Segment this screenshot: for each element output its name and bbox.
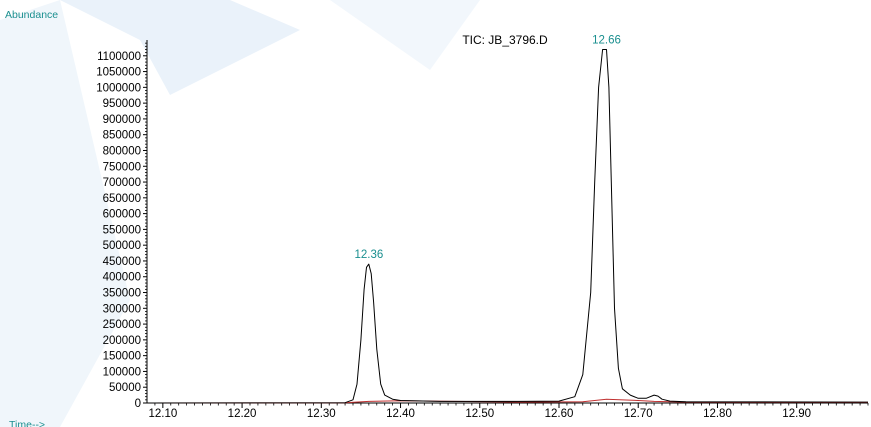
watermark-shape-left	[0, 0, 130, 427]
y-tick-label: 900000	[103, 114, 141, 126]
y-tick-label: 100000	[103, 366, 141, 378]
y-tick-label: 850000	[103, 130, 141, 142]
y-tick-label: 600000	[103, 209, 141, 221]
x-tick-label: 12.70	[624, 408, 653, 420]
y-tick-label: 150000	[103, 351, 141, 363]
y-tick-label: 350000	[103, 288, 141, 300]
y-tick-label: 400000	[103, 272, 141, 284]
y-axis-ticks: 0 50000 100000 150000 200000 250000 300000 3500…	[96, 42, 147, 410]
y-tick-label: 200000	[103, 335, 141, 347]
watermark-shape-right	[330, 0, 480, 70]
x-axis-ticks: 12.10 12.20 12.30 12.40 12.50 12.60 12.70 12.80…	[148, 403, 869, 420]
y-tick-label: 250000	[103, 319, 141, 331]
x-tick-label: 12.50	[465, 408, 494, 420]
tic-series-line	[146, 49, 869, 404]
peak-annotations: 12.36 12.66	[354, 34, 620, 261]
y-tick-label: 550000	[103, 224, 141, 236]
peak-label: 12.36	[354, 249, 383, 261]
x-tick-label: 12.40	[386, 408, 415, 420]
y-tick-label: 950000	[103, 98, 141, 110]
series-group	[146, 49, 869, 404]
y-tick-label: 650000	[103, 193, 141, 205]
y-tick-label: 300000	[103, 303, 141, 315]
y-tick-label: 800000	[103, 145, 141, 157]
x-tick-label: 12.20	[228, 408, 257, 420]
chart-title: TIC: JB_3796.D	[462, 33, 548, 47]
y-tick-label: 500000	[103, 240, 141, 252]
watermark-shape-top	[60, 0, 300, 95]
baseline-series-line	[146, 398, 869, 404]
y-axis-label: Abundance	[5, 9, 58, 21]
y-tick-label: 0	[135, 398, 141, 410]
y-tick-label: 1050000	[96, 67, 141, 79]
x-tick-label: 12.30	[307, 408, 336, 420]
y-tick-label: 700000	[103, 177, 141, 189]
x-tick-label: 12.60	[545, 408, 574, 420]
y-tick-label: 450000	[103, 256, 141, 268]
x-tick-label: 12.90	[782, 408, 811, 420]
x-tick-label: 12.10	[148, 408, 177, 420]
y-tick-label: 50000	[109, 382, 141, 394]
peak-label: 12.66	[592, 34, 621, 46]
x-axis-label: Time-->	[9, 419, 45, 427]
y-tick-label: 1000000	[96, 82, 141, 94]
y-tick-label: 1100000	[97, 51, 141, 63]
y-tick-label: 750000	[103, 161, 141, 173]
x-tick-label: 12.80	[703, 408, 732, 420]
